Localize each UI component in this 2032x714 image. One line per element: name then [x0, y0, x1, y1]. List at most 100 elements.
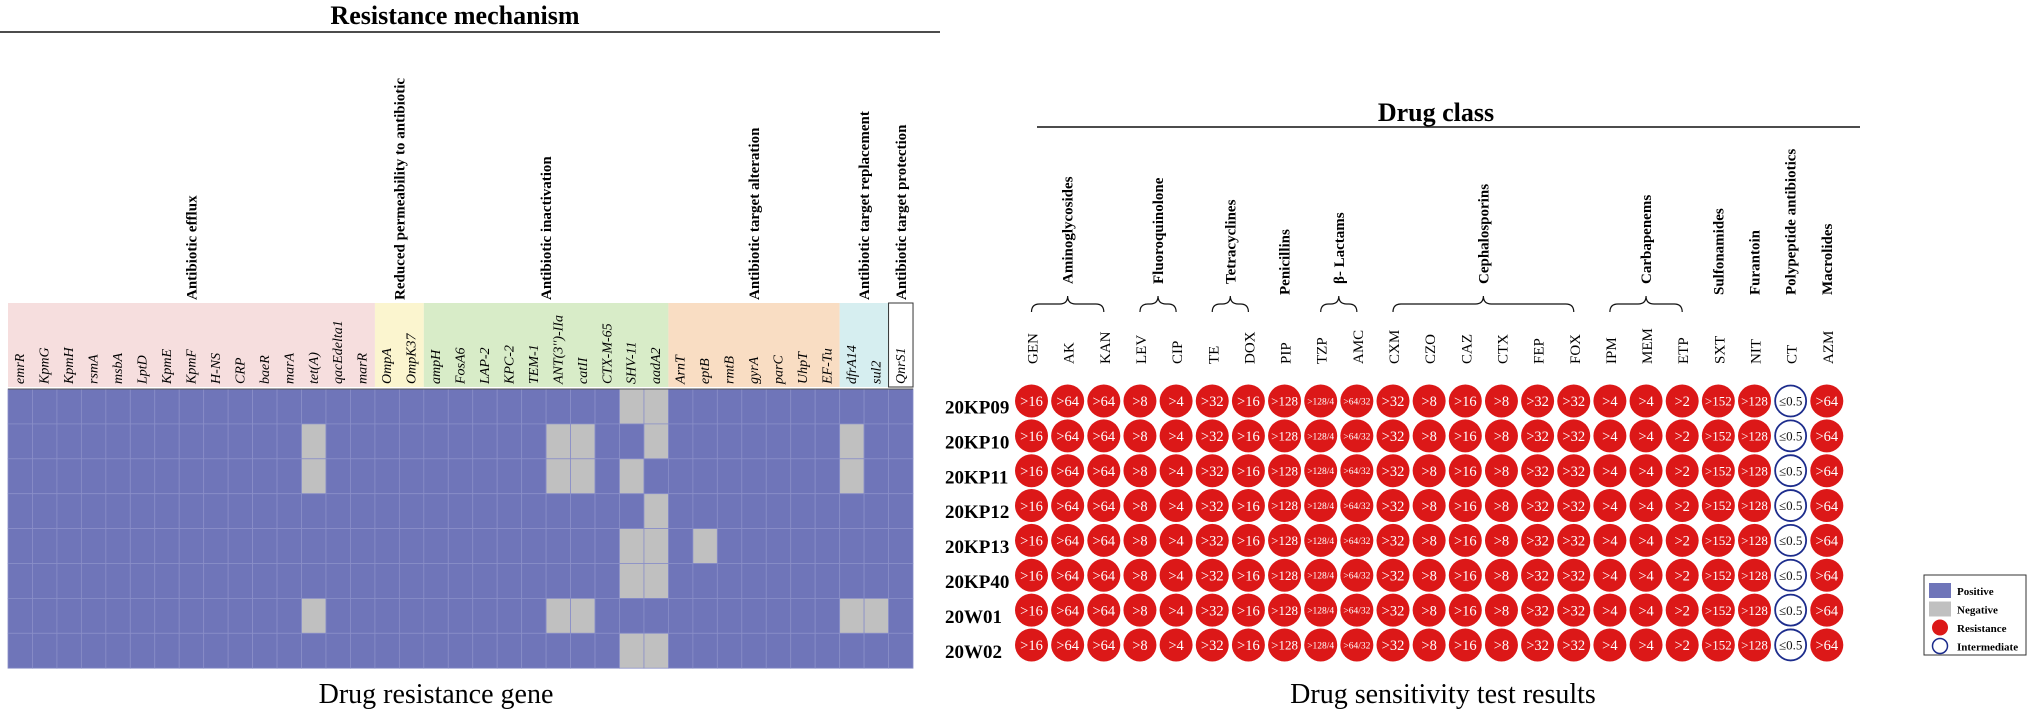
resistance-mark: [1521, 419, 1555, 453]
mic-value-label: >32: [1562, 429, 1585, 445]
mic-value-label: ≤0.5: [1779, 394, 1802, 409]
resistance-mark: [1268, 384, 1302, 418]
gene-cell: [203, 458, 229, 495]
gene-label: tet(A): [307, 352, 322, 384]
resistance-mark: [1123, 593, 1157, 627]
gene-cell: [325, 632, 351, 669]
resistance-mark: [1123, 558, 1157, 592]
gene-cell: [765, 458, 792, 495]
gene-cell: [325, 423, 351, 460]
gene-cell: [594, 493, 620, 530]
mechanism-band: [888, 302, 914, 388]
resistance-mark: [1448, 628, 1482, 662]
resistance-mark: [1051, 454, 1085, 488]
gene-cell: [398, 458, 425, 495]
gene-cell: [692, 528, 718, 564]
resistance-mark: [1629, 523, 1663, 557]
gene-label: qacEdelta1: [331, 320, 346, 384]
left-panel-title: Resistance mechanism: [330, 1, 579, 30]
resistance-mark: [1015, 419, 1048, 453]
mic-value-label: >128: [1741, 568, 1768, 583]
resistance-mark: [1448, 523, 1482, 557]
gene-cell: [227, 388, 253, 425]
gene-cell: [325, 458, 351, 495]
resistance-mark: [1810, 628, 1844, 662]
gene-cell: [203, 388, 229, 425]
gene-cell: [619, 493, 645, 530]
gene-cell: [692, 598, 718, 634]
gene-cell: [668, 458, 694, 495]
mic-value-label: >16: [1020, 429, 1043, 445]
gene-label: catII: [576, 356, 591, 384]
gene-cell: [178, 493, 205, 530]
gene-cell: [374, 528, 400, 564]
class-brace: [1609, 295, 1683, 313]
gene-cell: [129, 528, 156, 564]
gene-cell: [839, 563, 865, 599]
resistance-mark: [1629, 593, 1663, 627]
resistance-mark: [1810, 419, 1844, 453]
mic-value-label: ≤0.5: [1779, 498, 1802, 513]
gene-cell: [252, 632, 278, 669]
gene-cell: [619, 423, 645, 460]
resistance-mark: [1738, 419, 1771, 453]
resistance-mark: [1521, 454, 1555, 488]
gene-cell: [447, 528, 474, 564]
gene-cell: [105, 388, 131, 425]
resistance-mark: [1159, 419, 1193, 453]
resistance-mark: [1051, 593, 1085, 627]
resistance-mark: [1268, 489, 1302, 523]
gene-cell: [154, 388, 180, 425]
mic-value-label: >64: [1056, 499, 1079, 515]
gene-cell: [447, 598, 474, 634]
gene-cell: [765, 388, 792, 425]
gene-cell: [472, 528, 498, 564]
mic-value-label: >16: [1237, 464, 1260, 480]
strain-label: 20KP10: [945, 432, 1009, 453]
resistance-mark: [1195, 384, 1229, 418]
resistance-mark: [1231, 593, 1265, 627]
mic-value-label: >16: [1020, 603, 1043, 619]
gene-cell: [423, 493, 449, 530]
resistance-mark: [1159, 628, 1193, 662]
resistance-mark: [1593, 628, 1627, 662]
gene-cell: [7, 632, 33, 669]
gene-cell: [888, 423, 914, 460]
gene-cell: [716, 493, 743, 530]
mic-value-label: >8: [1421, 429, 1436, 445]
gene-cell: [398, 388, 425, 425]
mic-value-label: >64/32: [1343, 607, 1370, 617]
drug-label: TZP: [1315, 337, 1331, 364]
gene-cell: [325, 563, 351, 599]
mic-value-label: >8: [1421, 638, 1436, 654]
resistance-mark: [1376, 454, 1410, 488]
resistance-mark: [1304, 489, 1338, 523]
resistance-mark: [1412, 523, 1446, 557]
intermediate-mark: [1774, 628, 1808, 662]
resistance-mark: [1448, 489, 1482, 523]
mechanism-label: Antibiotic target alteration: [747, 127, 763, 300]
resistance-mark: [1268, 454, 1302, 488]
gene-cell: [814, 528, 841, 564]
gene-cell: [32, 563, 58, 599]
resistance-mark: [1665, 593, 1699, 627]
gene-label: OmpK37: [405, 332, 420, 384]
mic-value-label: >16: [1454, 429, 1477, 445]
gene-cell: [545, 493, 571, 530]
resistance-mark: [1738, 384, 1771, 418]
gene-cell: [203, 632, 229, 669]
mic-value-label: >32: [1562, 568, 1585, 584]
gene-cell: [668, 632, 694, 669]
gene-cell: [105, 598, 131, 634]
resistance-mark: [1484, 593, 1518, 627]
resistance-mark: [1484, 523, 1518, 557]
mechanism-label: Antibiotic target protection: [894, 124, 910, 300]
mic-value-label: >4: [1168, 464, 1184, 480]
gene-cell: [643, 563, 669, 599]
gene-cell: [80, 598, 107, 634]
gene-cell: [80, 458, 107, 495]
gene-cell: [619, 528, 645, 564]
gene-cell: [545, 458, 571, 495]
mic-value-label: >152: [1705, 568, 1732, 583]
